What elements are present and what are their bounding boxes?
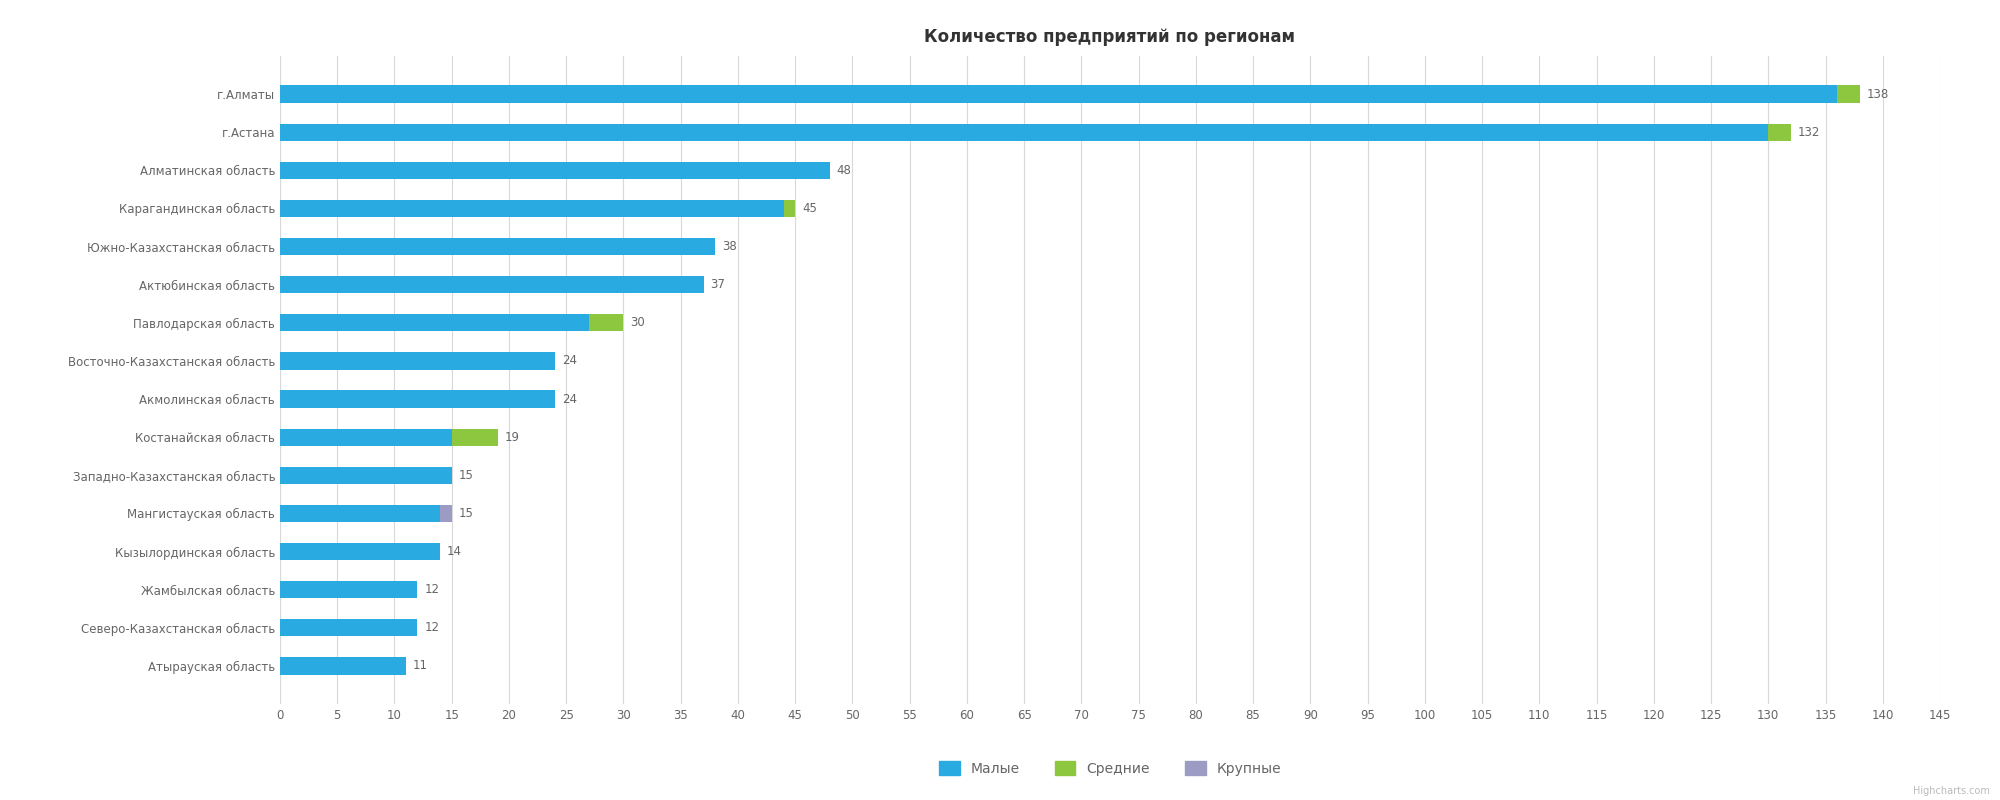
Bar: [280, 429, 452, 446]
Text: Highcharts.com: Highcharts.com: [1914, 786, 1990, 796]
Text: 12: 12: [424, 583, 440, 596]
Text: 38: 38: [722, 240, 736, 253]
Text: 11: 11: [412, 659, 428, 673]
Text: 48: 48: [836, 164, 852, 177]
Text: 14: 14: [448, 545, 462, 558]
Bar: [280, 162, 830, 179]
Bar: [280, 543, 440, 560]
Text: 24: 24: [562, 393, 576, 406]
Bar: [1836, 86, 1860, 102]
Text: 15: 15: [458, 469, 474, 482]
Title: Количество предприятий по регионам: Количество предприятий по регионам: [924, 28, 1296, 46]
Bar: [280, 86, 1836, 102]
Bar: [440, 505, 452, 522]
Text: 138: 138: [1866, 87, 1888, 101]
Bar: [452, 429, 498, 446]
Text: 30: 30: [630, 316, 646, 330]
Bar: [590, 314, 624, 331]
Bar: [280, 314, 590, 331]
Bar: [280, 658, 406, 674]
Text: 12: 12: [424, 622, 440, 634]
Bar: [280, 619, 418, 637]
Bar: [280, 276, 704, 294]
Text: 15: 15: [458, 507, 474, 520]
Bar: [280, 581, 418, 598]
Bar: [280, 238, 716, 255]
Bar: [280, 352, 554, 370]
Text: 24: 24: [562, 354, 576, 367]
Text: 45: 45: [802, 202, 816, 215]
Text: 19: 19: [504, 430, 520, 444]
Bar: [280, 466, 452, 484]
Bar: [280, 200, 784, 217]
Legend: Малые, Средние, Крупные: Малые, Средние, Крупные: [934, 755, 1286, 782]
Text: 132: 132: [1798, 126, 1820, 138]
Bar: [280, 390, 554, 408]
Text: 37: 37: [710, 278, 726, 291]
Bar: [784, 200, 796, 217]
Bar: [1768, 123, 1792, 141]
Bar: [280, 123, 1768, 141]
Bar: [280, 505, 440, 522]
